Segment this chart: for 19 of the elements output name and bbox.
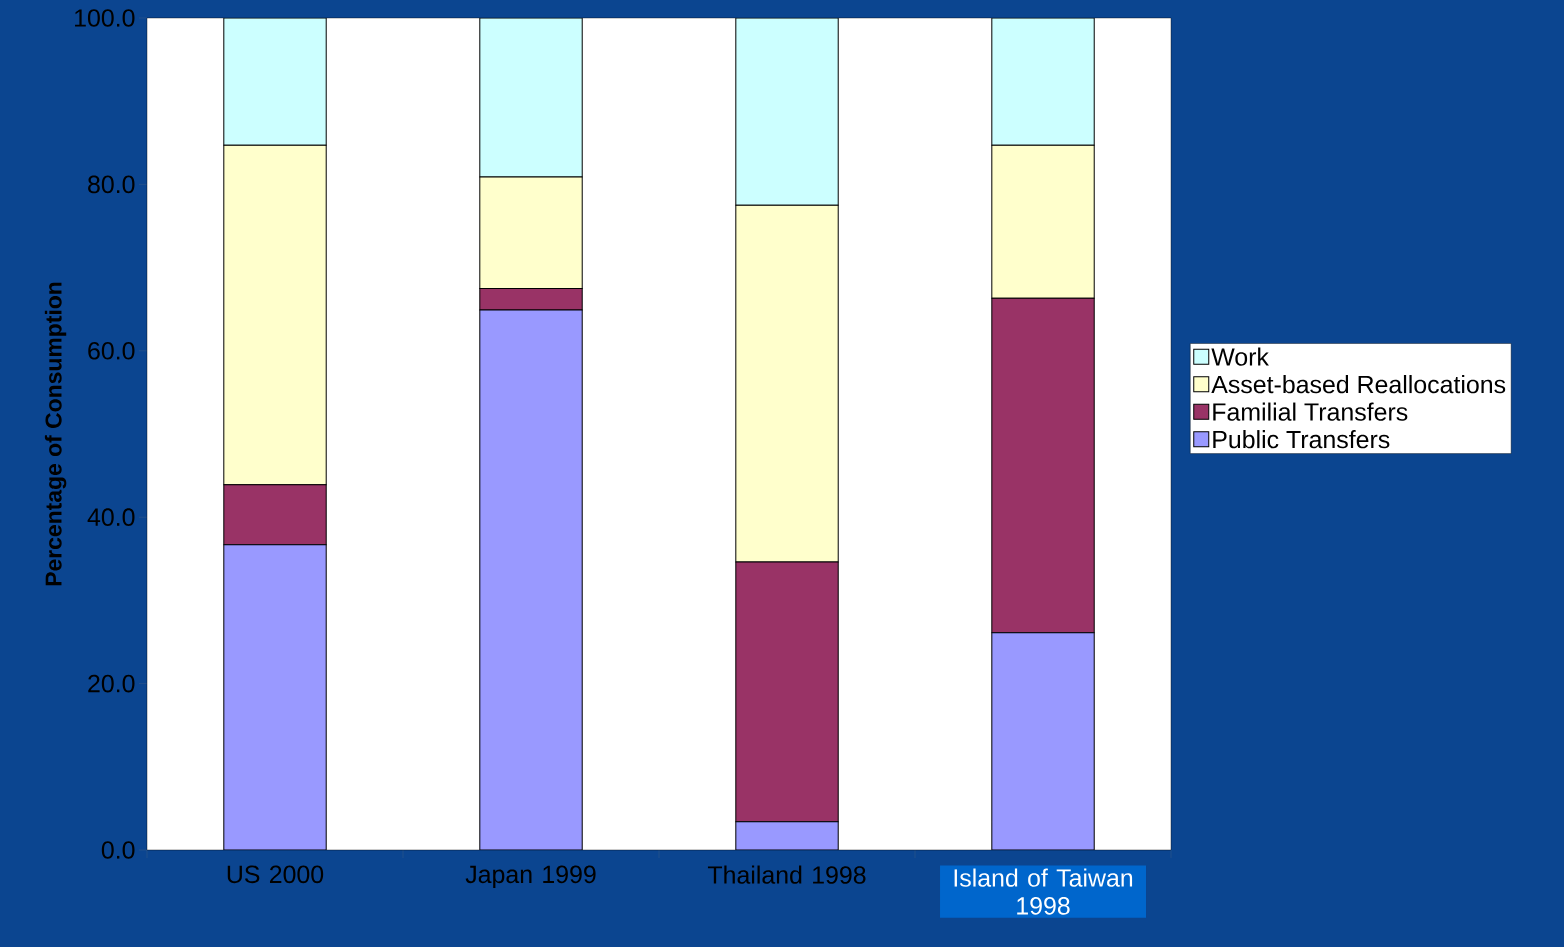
bar <box>735 821 839 850</box>
x-tick-label: US 2000 <box>227 865 324 884</box>
legend-label: Asset-based Reallocations <box>1211 375 1506 394</box>
bar <box>991 632 1095 850</box>
x-tick-label: Japan 1999 <box>465 865 596 889</box>
legend-label: Work <box>1211 347 1269 366</box>
y-tick-label: 60.0 <box>88 341 135 360</box>
bar <box>223 544 327 850</box>
legend-label: Familial Transfers <box>1213 402 1408 421</box>
y-tick-label: 20.0 <box>88 674 135 693</box>
y-tick-label: 100.0 <box>75 9 135 27</box>
y-tick-label: 0.0 <box>101 841 135 859</box>
y-axis-title: Percentage of Consumption <box>44 282 67 586</box>
x-tick-label: Thailand 1998 <box>707 865 866 884</box>
x-tick-label: Island of Taiwan 1998 <box>954 868 1133 915</box>
y-tick-label: 40.0 <box>87 508 135 527</box>
bar <box>479 309 583 850</box>
y-tick-label: 80.0 <box>88 175 135 194</box>
legend-label: Public Transfers <box>1213 430 1390 449</box>
